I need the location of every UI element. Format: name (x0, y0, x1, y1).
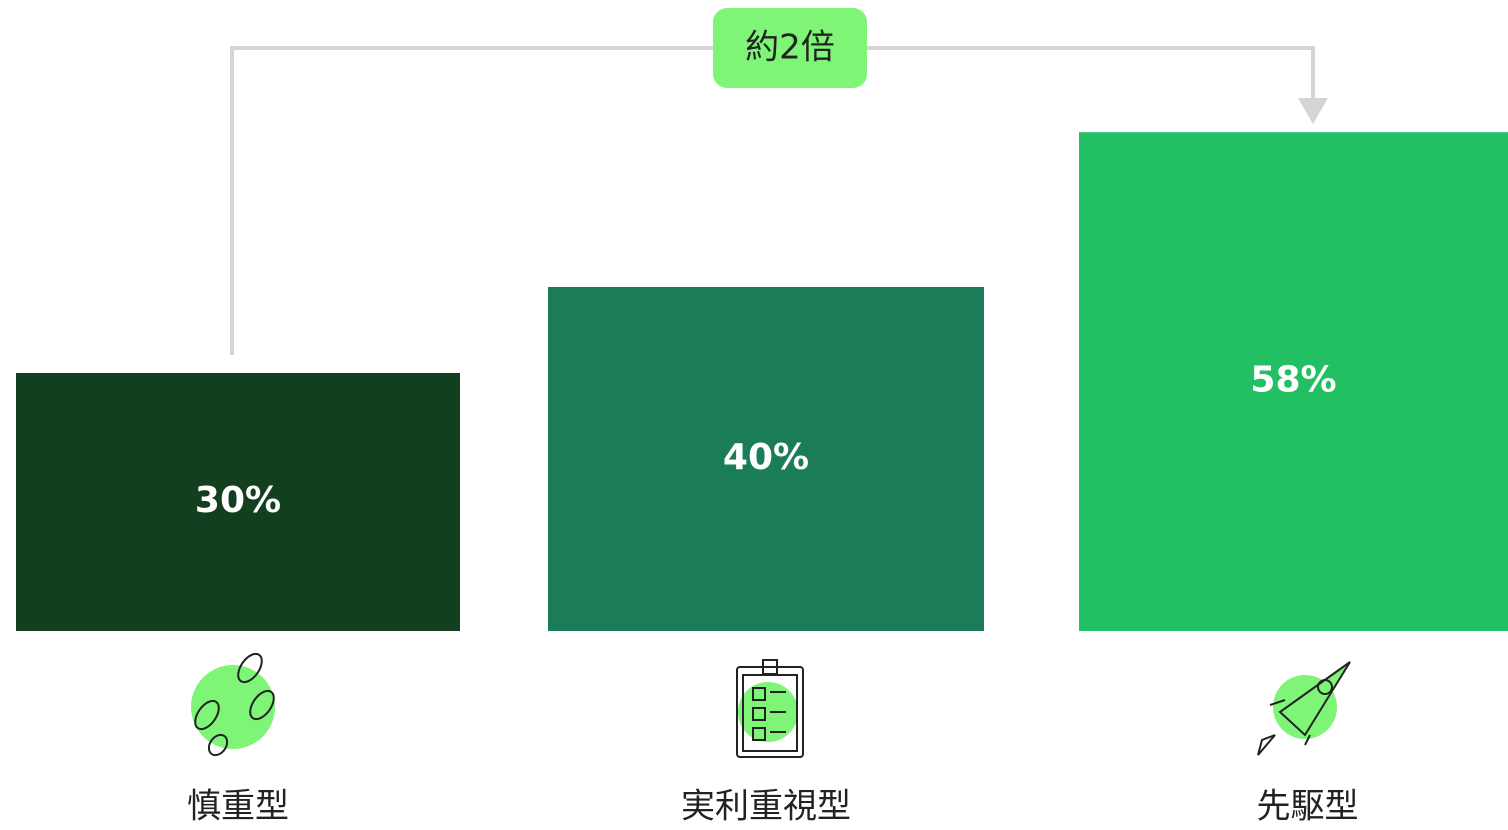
category-label: 実利重視型 (681, 787, 851, 827)
category-label: 慎重型 (187, 787, 289, 827)
annotation-badge (713, 8, 867, 88)
icon-footprints (191, 652, 275, 757)
icon-rocket (1257, 661, 1351, 756)
annotation: 約2倍 (745, 28, 835, 68)
bar (1079, 132, 1508, 631)
value-label: 30% (195, 480, 281, 521)
bar (548, 287, 984, 631)
value-label: 58% (1250, 360, 1336, 401)
bar (16, 373, 460, 631)
value-label: 40% (723, 437, 809, 478)
category-label: 先駆型 (1257, 787, 1359, 827)
icon-clipboard (736, 659, 804, 758)
arrow-head (1298, 98, 1328, 124)
